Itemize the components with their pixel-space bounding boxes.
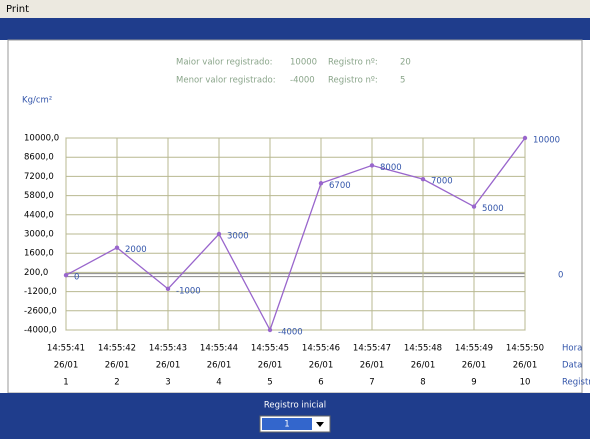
data-point bbox=[165, 286, 171, 292]
x-tick-label: 14:55:47 bbox=[353, 344, 391, 354]
y-tick-label: 8600,0 bbox=[24, 153, 54, 163]
data-point bbox=[369, 163, 375, 168]
footer-label: Registro inicial bbox=[264, 401, 326, 411]
data-label: 10000 bbox=[533, 136, 560, 146]
x-registro-label: 2 bbox=[114, 378, 119, 388]
max-reg: 20 bbox=[400, 58, 411, 68]
x-registro-label: 5 bbox=[267, 378, 272, 388]
data-line bbox=[65, 137, 526, 332]
x-registro-label: 3 bbox=[165, 378, 170, 388]
x-date-label: 26/01 bbox=[309, 361, 334, 371]
x-date-label: 26/01 bbox=[513, 361, 538, 371]
data-point bbox=[216, 231, 222, 237]
max-reg-label: Registro nº: bbox=[328, 58, 378, 68]
x-registro-label: 10 bbox=[520, 378, 531, 388]
combo-arrow[interactable] bbox=[316, 422, 324, 427]
x-tick-label: 14:55:43 bbox=[149, 344, 187, 354]
x-tick-label: 14:55:49 bbox=[455, 344, 493, 354]
x-registro-label: 6 bbox=[318, 378, 323, 388]
combo-value: 1 bbox=[284, 420, 289, 430]
y-tick-label: -4000,0 bbox=[24, 326, 57, 336]
x-date-label: 26/01 bbox=[360, 361, 385, 371]
data-point bbox=[267, 327, 273, 333]
y-tick-label: -2600,0 bbox=[24, 306, 57, 316]
y-tick-label: 5800,0 bbox=[24, 191, 54, 201]
top-band bbox=[0, 18, 590, 40]
x-date-label: 26/01 bbox=[207, 361, 232, 371]
y-axis-label: Kg/cm² bbox=[22, 96, 52, 106]
x-date-label: 26/01 bbox=[258, 361, 283, 371]
zero-line-label: 0 bbox=[558, 271, 563, 281]
y-tick-label: -1200,0 bbox=[24, 287, 57, 297]
x-date-label: 26/01 bbox=[462, 361, 487, 371]
x-tick-label: 14:55:46 bbox=[302, 344, 340, 354]
row-label: Data bbox=[562, 361, 582, 371]
x-date-label: 26/01 bbox=[54, 361, 79, 371]
data-point bbox=[63, 272, 69, 278]
x-tick-label: 14:55:48 bbox=[404, 344, 442, 354]
y-tick-label: 4400,0 bbox=[24, 210, 54, 220]
window-title: Print bbox=[6, 4, 29, 15]
data-label: 3000 bbox=[227, 232, 249, 242]
data-label: 7000 bbox=[431, 177, 453, 187]
row-label: Registro bbox=[562, 378, 590, 388]
x-date-label: 26/01 bbox=[156, 361, 181, 371]
row-label: Hora bbox=[562, 344, 582, 354]
y-tick-label: 7200,0 bbox=[24, 172, 54, 182]
min-label: Menor valor registrado: bbox=[176, 76, 276, 86]
x-registro-label: 1 bbox=[63, 378, 68, 388]
data-label: 0 bbox=[74, 273, 79, 283]
header: Maior valor registrado: 10000 Registro n… bbox=[176, 58, 411, 86]
x-registro-label: 7 bbox=[369, 378, 374, 388]
panel bbox=[7, 39, 583, 394]
x-registro-label: 4 bbox=[216, 378, 221, 388]
x-registro-label: 8 bbox=[420, 378, 425, 388]
data-label: 2000 bbox=[125, 245, 147, 255]
title-bar bbox=[0, 0, 590, 18]
min-reg: 5 bbox=[400, 76, 405, 86]
x-tick-label: 14:55:42 bbox=[98, 344, 136, 354]
y-tick-label: 3000,0 bbox=[24, 230, 54, 240]
x-date-label: 26/01 bbox=[411, 361, 436, 371]
x-date-label: 26/01 bbox=[105, 361, 130, 371]
data-point bbox=[114, 245, 120, 250]
data-point bbox=[318, 181, 324, 186]
max-value: 10000 bbox=[290, 58, 317, 68]
max-label: Maior valor registrado: bbox=[176, 58, 273, 68]
min-reg-label: Registro nº: bbox=[328, 76, 378, 86]
data-label: -4000 bbox=[278, 328, 303, 338]
x-tick-label: 14:55:44 bbox=[200, 344, 238, 354]
x-tick-label: 14:55:41 bbox=[47, 344, 85, 354]
min-value: -4000 bbox=[290, 76, 315, 86]
combo-selection bbox=[262, 418, 312, 430]
y-tick-label: 10000,0 bbox=[24, 134, 59, 144]
data-point bbox=[471, 204, 477, 209]
x-tick-label: 14:55:50 bbox=[506, 344, 544, 354]
data-label: 6700 bbox=[329, 181, 351, 191]
data-label: 5000 bbox=[482, 204, 504, 214]
data-point bbox=[522, 135, 528, 141]
y-tick-label: 1600,0 bbox=[24, 249, 54, 259]
x-tick-label: 14:55:45 bbox=[251, 344, 289, 354]
data-label: -1000 bbox=[176, 286, 201, 296]
x-registro-label: 9 bbox=[471, 378, 476, 388]
data-label: 8000 bbox=[380, 163, 402, 173]
y-tick-label: 200,0 bbox=[24, 268, 48, 278]
data-point bbox=[420, 176, 426, 182]
